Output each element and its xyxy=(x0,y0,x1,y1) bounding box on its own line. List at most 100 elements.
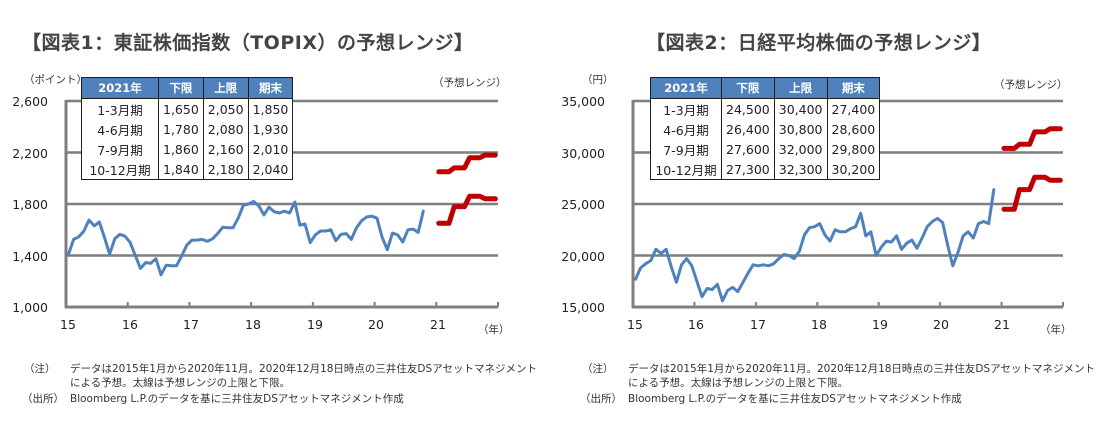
table-cell: 1,840 xyxy=(158,159,204,180)
table-header-cell: 2021年 xyxy=(81,77,159,99)
y-tick-label: 30,000 xyxy=(561,146,605,161)
x-tick-label: 18 xyxy=(245,317,261,332)
footnote: （注） データは2015年1月から2020年11月。2020年12月18日時点の… xyxy=(22,362,544,412)
table-cell: 32,000 xyxy=(773,139,828,159)
upper-range-line xyxy=(1001,126,1063,151)
table-row: 10-12月期 1,840 2,180 2,040 xyxy=(81,159,294,180)
table-row: 4-6月期 1,780 2,080 1,930 xyxy=(81,119,294,139)
table-cell: 7-9月期 xyxy=(650,139,722,159)
x-tick-label: 21 xyxy=(430,317,446,332)
table-cell: 2,040 xyxy=(247,159,294,180)
table-cell: 7-9月期 xyxy=(81,139,159,159)
table-cell: 27,600 xyxy=(721,139,775,159)
table-header-cell: 下限 xyxy=(158,77,204,99)
note-text: データは2015年1月から2020年11月。2020年12月18日時点の三井住友… xyxy=(628,363,1095,389)
source-label: （出所） xyxy=(22,393,64,405)
x-axis-unit: （年） xyxy=(478,324,510,336)
chart-title: 【図表1：東証株価指数（TOPIX）の予想レンジ】 xyxy=(22,32,474,54)
x-tick-label: 20 xyxy=(368,317,384,332)
x-tick-label: 21 xyxy=(994,317,1010,332)
table-cell: 32,300 xyxy=(773,159,828,180)
table-row: 10-12月期 27,300 32,300 30,200 xyxy=(650,159,881,180)
chart-title: 【図表2：日経平均株価の予想レンジ】 xyxy=(646,32,992,54)
table-cell: 30,400 xyxy=(773,98,828,119)
table-cell: 26,400 xyxy=(721,119,775,139)
upper-range-line xyxy=(436,152,498,175)
x-tick-label: 15 xyxy=(60,317,76,332)
table-cell: 27,400 xyxy=(826,98,881,119)
x-tick-label: 20 xyxy=(933,317,949,332)
x-tick-label: 18 xyxy=(811,317,827,332)
table-header-cell: 期末 xyxy=(826,77,881,99)
table-header-cell: 上限 xyxy=(202,77,249,99)
table-cell: 1,650 xyxy=(158,98,204,119)
table-cell: 2,180 xyxy=(202,159,249,180)
table-cell: 4-6月期 xyxy=(81,119,159,139)
table-cell: 1,930 xyxy=(247,119,294,139)
topix-panel: 【図表1：東証株価指数（TOPIX）の予想レンジ】 （ポイント） （予想レンジ）… xyxy=(12,32,544,412)
y-tick-label: 1,400 xyxy=(12,249,48,264)
table-cell: 29,800 xyxy=(826,139,881,159)
y-tick-label: 1,000 xyxy=(12,300,48,315)
x-tick-label: 15 xyxy=(627,317,643,332)
table-header-row: 2021年 下限 上限 期末 xyxy=(650,77,881,99)
note-label: （注） xyxy=(24,363,56,375)
lower-range-line xyxy=(1001,174,1063,212)
forecast-range-label: （予想レンジ） xyxy=(994,79,1068,91)
y-tick-label: 1,800 xyxy=(12,197,48,212)
source-text: Bloomberg L.P.のデータを基に三井住友DSアセットマネジメント作成 xyxy=(70,393,404,405)
table-cell: 1,860 xyxy=(158,139,204,159)
x-tick-label: 16 xyxy=(122,317,138,332)
y-axis-unit: （円） xyxy=(582,74,614,86)
table-row: 1-3月期 1,650 2,050 1,850 xyxy=(81,98,294,119)
table-row: 7-9月期 27,600 32,000 29,800 xyxy=(650,139,881,159)
table-cell: 2,010 xyxy=(247,139,294,159)
table-header-cell: 下限 xyxy=(721,77,775,99)
y-tick-label: 2,200 xyxy=(12,146,48,161)
source-text: Bloomberg L.P.のデータを基に三井住友DSアセットマネジメント作成 xyxy=(628,393,962,405)
table-cell: 2,080 xyxy=(202,119,249,139)
actual-series-line xyxy=(67,199,425,277)
x-tick-label: 19 xyxy=(872,317,888,332)
x-axis-unit: （年） xyxy=(1040,324,1072,336)
forecast-table: 2021年 下限 上限 期末 1-3月期 1,650 2,050 1,850 4… xyxy=(81,77,294,180)
y-tick-label: 2,600 xyxy=(12,94,48,109)
table-row: 4-6月期 26,400 30,800 28,600 xyxy=(650,119,881,139)
table-cell: 24,500 xyxy=(721,98,775,119)
table-row: 1-3月期 24,500 30,400 27,400 xyxy=(650,98,881,119)
table-header-cell: 上限 xyxy=(773,77,828,99)
table-cell: 1-3月期 xyxy=(81,98,159,119)
table-header-cell: 期末 xyxy=(247,77,294,99)
forecast-table: 2021年 下限 上限 期末 1-3月期 24,500 30,400 27,40… xyxy=(650,77,881,180)
table-cell: 1,850 xyxy=(247,98,294,119)
table-row: 7-9月期 1,860 2,160 2,010 xyxy=(81,139,294,159)
source-label: （出所） xyxy=(580,393,622,405)
forecast-range-label: （予想レンジ） xyxy=(433,77,507,89)
table-cell: 1-3月期 xyxy=(650,98,722,119)
x-tick-label: 17 xyxy=(750,317,766,332)
x-tick-label: 19 xyxy=(307,317,323,332)
table-cell: 1,780 xyxy=(158,119,204,139)
y-tick-label: 35,000 xyxy=(561,94,605,109)
note-label: （注） xyxy=(582,363,614,375)
table-cell: 27,300 xyxy=(721,159,775,180)
table-header-cell: 2021年 xyxy=(650,77,722,99)
table-cell: 28,600 xyxy=(826,119,881,139)
table-cell: 10-12月期 xyxy=(650,159,722,180)
note-text: データは2015年1月から2020年11月。2020年12月18日時点の三井住友… xyxy=(70,363,537,389)
actual-series-line xyxy=(634,188,996,303)
lower-range-line xyxy=(436,193,498,226)
table-cell: 2,050 xyxy=(202,98,249,119)
y-tick-label: 15,000 xyxy=(561,300,605,315)
y-axis-unit: （ポイント） xyxy=(24,74,87,86)
table-header-row: 2021年 下限 上限 期末 xyxy=(81,77,294,99)
y-tick-label: 20,000 xyxy=(561,249,605,264)
table-cell: 10-12月期 xyxy=(81,159,159,180)
y-tick-label: 25,000 xyxy=(561,197,605,212)
footnote: （注） データは2015年1月から2020年11月。2020年12月18日時点の… xyxy=(580,362,1097,412)
table-cell: 2,160 xyxy=(202,139,249,159)
table-cell: 30,800 xyxy=(773,119,828,139)
nikkei-panel: 【図表2：日経平均株価の予想レンジ】 （円） （予想レンジ） 35,000 30… xyxy=(550,0,1100,426)
x-tick-label: 16 xyxy=(688,317,704,332)
table-cell: 4-6月期 xyxy=(650,119,722,139)
